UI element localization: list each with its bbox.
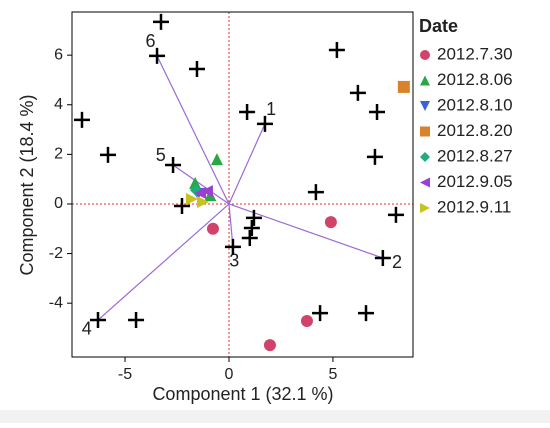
legend-marker xyxy=(420,177,430,188)
loading-vector xyxy=(172,164,230,205)
observation xyxy=(312,305,329,322)
legend-marker xyxy=(420,152,430,162)
legend-label: 2012.8.10 xyxy=(437,95,513,114)
data-point xyxy=(300,315,313,328)
legend-marker xyxy=(420,126,430,137)
legend-label: 2012.9.11 xyxy=(437,197,511,216)
observation xyxy=(239,103,256,120)
y-axis-title: Component 2 (18.4 %) xyxy=(17,94,37,275)
observation xyxy=(256,115,273,132)
vector-label: 3 xyxy=(229,251,239,271)
observation xyxy=(387,206,404,223)
vector-label: 2 xyxy=(392,252,402,272)
data-point xyxy=(194,187,207,200)
observation xyxy=(89,312,106,329)
observation xyxy=(99,146,116,163)
observation xyxy=(149,47,166,64)
data-point xyxy=(200,185,213,198)
data-point xyxy=(324,216,337,229)
data-point xyxy=(185,193,198,206)
y-tick-label: -4 xyxy=(49,294,63,311)
observation xyxy=(188,61,205,78)
observation xyxy=(369,103,386,120)
observation xyxy=(358,305,375,322)
loading-vector xyxy=(156,55,230,205)
data-point xyxy=(397,80,410,93)
observation xyxy=(73,111,90,128)
loading-vector xyxy=(228,123,266,205)
vector-label: 4 xyxy=(82,319,92,339)
x-tick-label: -5 xyxy=(118,366,132,383)
legend-label: 2012.7.30 xyxy=(437,44,513,63)
observation xyxy=(307,184,324,201)
legend-marker xyxy=(420,50,430,60)
observation xyxy=(328,41,345,58)
bottom-strip xyxy=(0,410,550,423)
legend-label: 2012.8.20 xyxy=(437,121,513,140)
observation xyxy=(152,13,169,30)
observation xyxy=(349,84,366,101)
observation xyxy=(241,229,258,246)
vector-label: 5 xyxy=(156,145,166,165)
data-point xyxy=(189,176,202,189)
observation xyxy=(243,220,260,237)
data-point xyxy=(210,153,223,166)
legend-marker xyxy=(420,75,430,86)
observation xyxy=(366,148,383,165)
x-tick-label: 5 xyxy=(328,366,337,383)
data-point xyxy=(206,222,219,235)
x-tick-label: 0 xyxy=(225,366,234,383)
y-tick-label: 2 xyxy=(54,146,63,163)
data-point xyxy=(196,195,209,208)
vector-label: 1 xyxy=(266,99,276,119)
observation xyxy=(128,312,145,329)
legend-marker xyxy=(420,101,430,111)
legend-label: 2012.9.05 xyxy=(437,172,513,191)
plot-frame xyxy=(71,11,414,358)
y-tick-label: -2 xyxy=(49,245,63,262)
observation xyxy=(245,209,262,226)
observation xyxy=(173,197,190,214)
x-axis-title: Component 1 (32.1 %) xyxy=(152,384,333,404)
y-tick-label: 6 xyxy=(54,46,63,63)
observation xyxy=(374,250,391,267)
legend-label: 2012.8.06 xyxy=(437,70,513,89)
y-tick-label: 0 xyxy=(54,195,63,212)
vector-label: 6 xyxy=(145,31,155,51)
legend-title: Date xyxy=(419,16,458,36)
y-tick-label: 4 xyxy=(54,96,63,113)
legend-label: 2012.8.27 xyxy=(437,146,513,165)
observation xyxy=(224,238,241,255)
loading-vector xyxy=(97,203,230,321)
observation xyxy=(165,157,182,174)
legend-marker xyxy=(420,203,430,213)
data-point xyxy=(263,339,276,352)
